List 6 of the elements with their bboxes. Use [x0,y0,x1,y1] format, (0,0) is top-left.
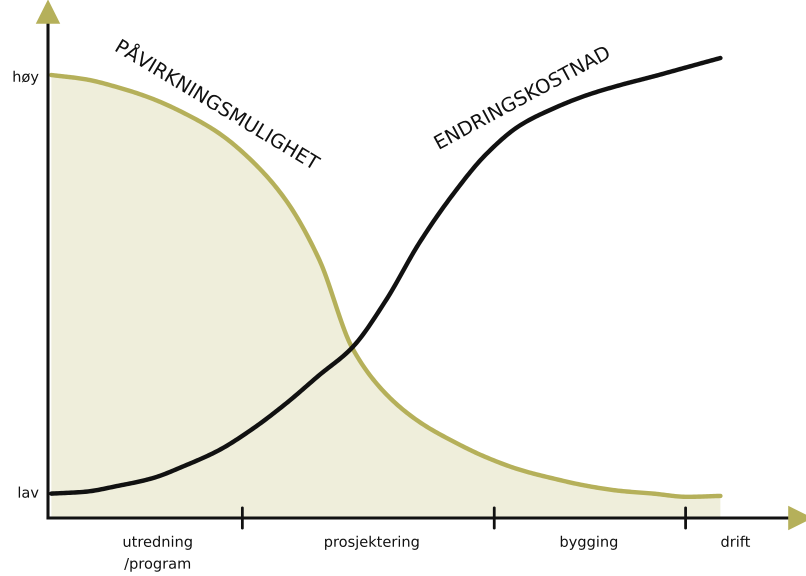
text: bygging [560,536,618,550]
text: utredning /program [124,536,192,572]
text: drift [721,536,750,547]
annotation: lav [18,486,39,498]
text: prosjektering [325,536,419,550]
annotation: høy [14,70,39,85]
